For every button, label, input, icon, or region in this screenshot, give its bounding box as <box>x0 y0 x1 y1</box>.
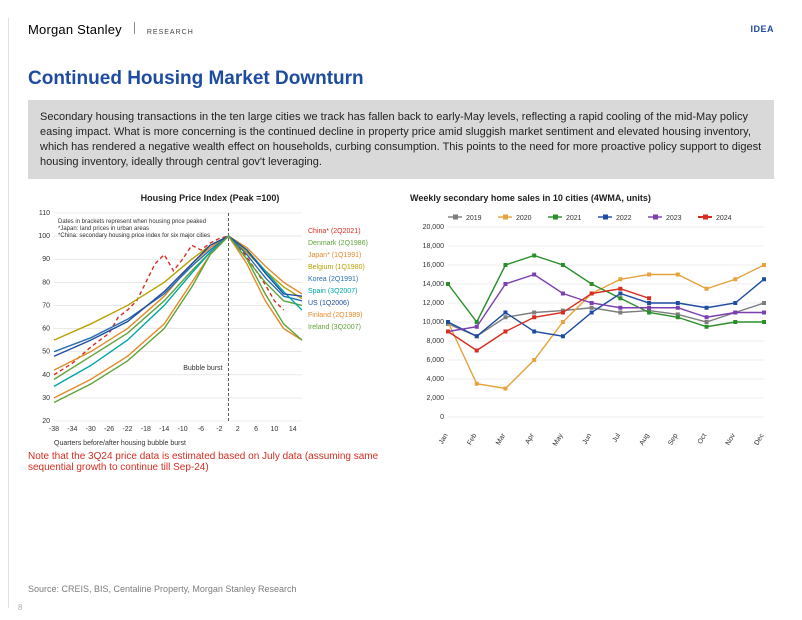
svg-text:-30: -30 <box>86 426 96 433</box>
svg-text:-22: -22 <box>122 426 132 433</box>
svg-text:16,000: 16,000 <box>423 262 445 269</box>
svg-text:Belgium (1Q1980): Belgium (1Q1980) <box>308 264 365 271</box>
left-rule <box>8 18 9 608</box>
svg-text:-26: -26 <box>104 426 114 433</box>
svg-text:2020: 2020 <box>516 215 532 222</box>
svg-text:Bubble burst: Bubble burst <box>183 366 222 373</box>
right-chart-title: Weekly secondary home sales in 10 cities… <box>410 193 774 203</box>
svg-text:Sep: Sep <box>667 433 679 447</box>
svg-text:-10: -10 <box>178 426 188 433</box>
brand-separator <box>134 22 135 34</box>
svg-text:70: 70 <box>42 303 50 310</box>
left-chart-title: Housing Price Index (Peak =100) <box>28 193 392 203</box>
svg-text:Jan: Jan <box>438 433 450 446</box>
svg-text:US (1Q2006): US (1Q2006) <box>308 300 349 307</box>
svg-text:14: 14 <box>289 426 297 433</box>
left-chart-wrap: Housing Price Index (Peak =100) 20 30 40 50… <box>28 193 392 473</box>
svg-text:6,000: 6,000 <box>426 357 444 364</box>
page-number: 8 <box>18 603 22 612</box>
svg-text:12,000: 12,000 <box>423 300 445 307</box>
svg-text:2019: 2019 <box>466 215 482 222</box>
brand-sub: RESEARCH <box>147 29 194 36</box>
brand-name: Morgan Stanley <box>28 22 122 37</box>
svg-text:6: 6 <box>254 426 258 433</box>
svg-text:0: 0 <box>440 414 444 421</box>
svg-text:2022: 2022 <box>616 215 632 222</box>
svg-text:-34: -34 <box>67 426 77 433</box>
svg-text:Spain (3Q2007): Spain (3Q2007) <box>308 288 357 295</box>
svg-text:80: 80 <box>42 280 50 287</box>
summary-box: Secondary housing transactions in the te… <box>28 100 774 179</box>
svg-text:2021: 2021 <box>566 215 582 222</box>
svg-text:-14: -14 <box>159 426 169 433</box>
svg-text:10,000: 10,000 <box>423 319 445 326</box>
header: Morgan Stanley RESEARCH IDEA <box>28 18 774 40</box>
svg-text:30: 30 <box>42 395 50 402</box>
svg-text:-2: -2 <box>216 426 222 433</box>
svg-text:Aug: Aug <box>639 433 651 447</box>
svg-text:Dates in brackets represent wh: Dates in brackets represent when housing… <box>58 219 206 225</box>
svg-text:-6: -6 <box>198 426 204 433</box>
svg-text:2023: 2023 <box>666 215 682 222</box>
svg-text:60: 60 <box>42 326 50 333</box>
svg-text:Nov: Nov <box>725 432 738 447</box>
svg-text:Jun: Jun <box>582 433 594 446</box>
svg-text:Ireland (3Q2007): Ireland (3Q2007) <box>308 324 361 331</box>
right-chart-wrap: Weekly secondary home sales in 10 cities… <box>410 193 774 473</box>
idea-mark: IDEA <box>750 24 774 34</box>
svg-text:18,000: 18,000 <box>423 243 445 250</box>
right-chart: 0 2,000 4,000 6,000 8,000 10,000 12,000 14,000 1… <box>410 207 770 447</box>
left-chart: 2030405060708090100110-38-34-30-26-22-18… <box>28 207 388 447</box>
left-chart-footnote: Note that the 3Q24 price data is estimat… <box>28 451 392 473</box>
svg-text:Denmark (2Q1986): Denmark (2Q1986) <box>308 240 368 247</box>
svg-text:20: 20 <box>42 418 50 425</box>
charts-row: Housing Price Index (Peak =100) 20304050… <box>28 193 774 473</box>
svg-text:20,000: 20,000 <box>423 224 445 231</box>
svg-text:China* (2Q2021): China* (2Q2021) <box>308 228 361 235</box>
svg-text:-38: -38 <box>49 426 59 433</box>
svg-text:40: 40 <box>42 372 50 379</box>
svg-text:90: 90 <box>42 257 50 264</box>
svg-text:4,000: 4,000 <box>426 376 444 383</box>
svg-text:Oct: Oct <box>697 433 709 446</box>
brand: Morgan Stanley RESEARCH <box>28 22 194 37</box>
svg-text:-18: -18 <box>141 426 151 433</box>
svg-text:May: May <box>552 432 565 447</box>
svg-text:Quarters before/after housing: Quarters before/after housing bubble bur… <box>54 440 186 447</box>
svg-text:Jul: Jul <box>612 432 623 444</box>
svg-text:Dec: Dec <box>753 432 766 447</box>
source-line: Source: CREIS, BIS, Centaline Property, … <box>28 584 296 594</box>
svg-text:2024: 2024 <box>716 215 732 222</box>
svg-text:Japan* (1Q1991): Japan* (1Q1991) <box>308 252 361 259</box>
svg-text:8,000: 8,000 <box>426 338 444 345</box>
svg-text:100: 100 <box>38 233 50 240</box>
svg-text:50: 50 <box>42 349 50 356</box>
svg-text:10: 10 <box>271 426 279 433</box>
svg-text:*Japan: land prices in urban a: *Japan: land prices in urban areas <box>58 226 149 232</box>
svg-text:*China: secondary housing pric: *China: secondary housing price index fo… <box>58 233 210 239</box>
svg-text:Apr: Apr <box>524 432 536 446</box>
svg-text:2: 2 <box>236 426 240 433</box>
svg-text:14,000: 14,000 <box>423 281 445 288</box>
svg-text:Mar: Mar <box>495 432 507 447</box>
svg-text:110: 110 <box>39 210 50 217</box>
page-title: Continued Housing Market Downturn <box>28 68 774 90</box>
svg-text:Feb: Feb <box>466 433 478 447</box>
svg-text:Finland (2Q1989): Finland (2Q1989) <box>308 312 362 319</box>
svg-text:2,000: 2,000 <box>426 395 444 402</box>
svg-text:Korea (2Q1991): Korea (2Q1991) <box>308 276 358 283</box>
